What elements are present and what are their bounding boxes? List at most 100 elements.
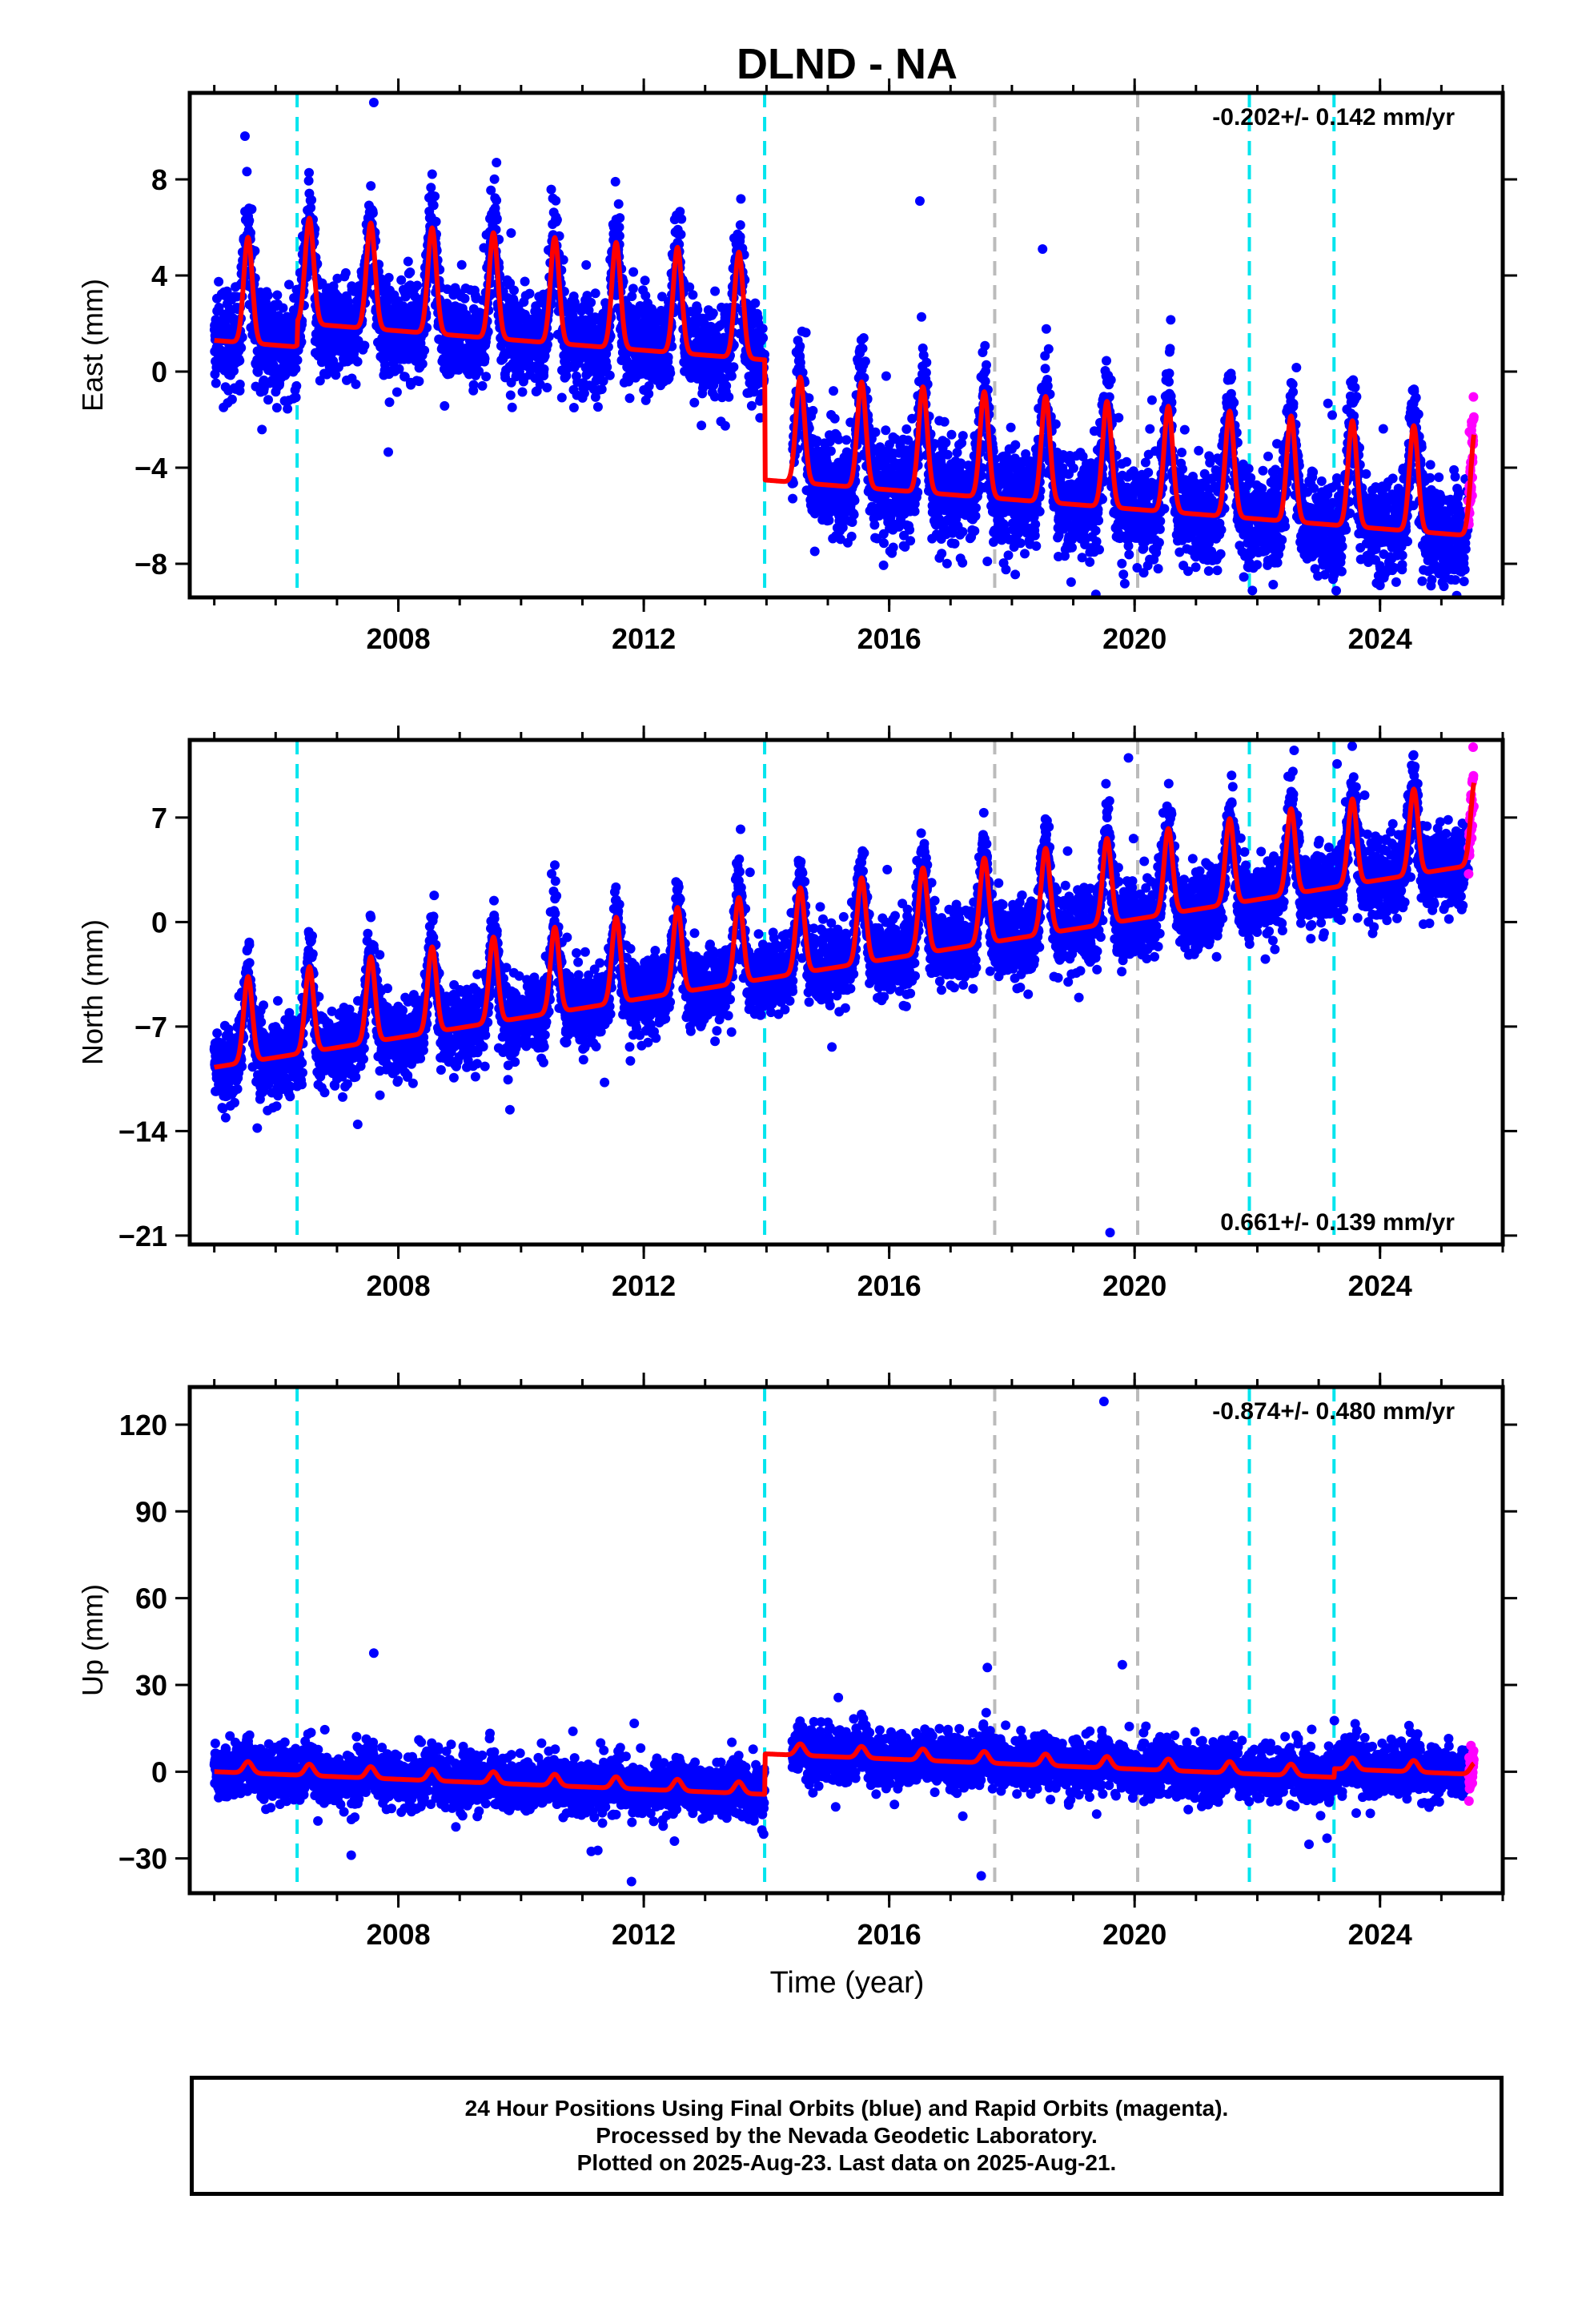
data-point (546, 184, 556, 195)
data-point (879, 538, 889, 549)
data-point (520, 276, 530, 287)
data-point (556, 392, 567, 403)
data-point (477, 380, 488, 391)
data-point (724, 392, 734, 402)
data-point (1094, 545, 1104, 555)
data-point (921, 368, 931, 378)
data-point (306, 203, 316, 213)
data-point (829, 386, 838, 396)
data-point (456, 259, 467, 270)
data-point (581, 259, 592, 270)
data-point (849, 496, 860, 505)
data-point (1001, 565, 1011, 575)
data-point (697, 420, 707, 431)
data-point (271, 403, 282, 413)
data-point (795, 357, 805, 368)
data-point (788, 493, 798, 504)
data-point (971, 503, 981, 513)
data-point (726, 371, 737, 381)
data-point (602, 362, 612, 372)
data-point (1010, 569, 1021, 580)
data-point (640, 275, 650, 286)
data-point (1040, 364, 1050, 374)
data-point (291, 381, 302, 391)
data-point (624, 393, 635, 404)
data-point (808, 405, 818, 416)
data-point (1030, 519, 1041, 529)
data-point (809, 546, 820, 557)
data-point (801, 328, 811, 338)
data-point (1020, 549, 1030, 559)
data-point (750, 298, 761, 308)
data-point (592, 402, 603, 412)
data-point (1094, 516, 1104, 525)
data-point (506, 228, 516, 238)
data-point (941, 437, 951, 448)
data-point (913, 487, 923, 497)
data-point (403, 256, 413, 267)
data-point (860, 356, 870, 367)
data-point (1068, 463, 1078, 473)
data-point (1034, 506, 1045, 517)
data-point (214, 303, 224, 312)
data-point (888, 542, 898, 553)
data-point (613, 199, 624, 209)
data-point (1122, 456, 1132, 467)
data-point (958, 527, 968, 537)
data-point (1118, 569, 1129, 580)
data-point (542, 383, 552, 392)
data-point (857, 344, 868, 354)
data-point (729, 362, 739, 372)
data-point (427, 169, 437, 179)
data-point (586, 297, 596, 308)
data-point (1123, 541, 1134, 551)
data-point (1090, 525, 1101, 536)
data-point (689, 397, 700, 408)
data-point (829, 413, 840, 424)
data-point (1015, 538, 1026, 549)
data-point (590, 288, 600, 299)
plot-area (209, 93, 1479, 597)
data-point (837, 522, 848, 533)
data-point (958, 431, 968, 441)
data-point (247, 204, 257, 215)
data-point (905, 536, 916, 546)
data-point (614, 222, 624, 232)
data-point (758, 333, 769, 343)
chart-title: DLND - NA (737, 40, 958, 88)
data-point (921, 357, 932, 368)
data-point (628, 267, 639, 277)
data-point (746, 400, 757, 411)
data-point (1102, 356, 1111, 366)
data-point (825, 446, 836, 456)
data-point (982, 360, 991, 370)
data-point (937, 549, 947, 559)
data-point (917, 312, 926, 322)
data-point (824, 515, 834, 525)
data-point (367, 208, 378, 219)
data-point (878, 560, 889, 570)
data-point (942, 449, 953, 460)
final-orbit-points (209, 98, 1473, 597)
data-point (615, 213, 625, 223)
data-point (263, 395, 273, 405)
data-point (492, 214, 502, 223)
data-point (1066, 577, 1076, 587)
data-point (980, 340, 990, 351)
data-point (970, 526, 980, 536)
data-point (1006, 422, 1016, 432)
data-point (1119, 578, 1130, 589)
data-point (665, 368, 676, 378)
data-point (460, 293, 470, 304)
data-point (901, 424, 912, 434)
data-point (1042, 381, 1053, 391)
data-point (412, 280, 423, 291)
data-point (366, 181, 376, 191)
data-point (384, 397, 395, 408)
data-point (351, 379, 361, 389)
data-point (708, 308, 718, 319)
data-point (795, 341, 805, 352)
data-point (870, 427, 881, 437)
data-point (869, 520, 880, 530)
data-point (644, 381, 654, 391)
